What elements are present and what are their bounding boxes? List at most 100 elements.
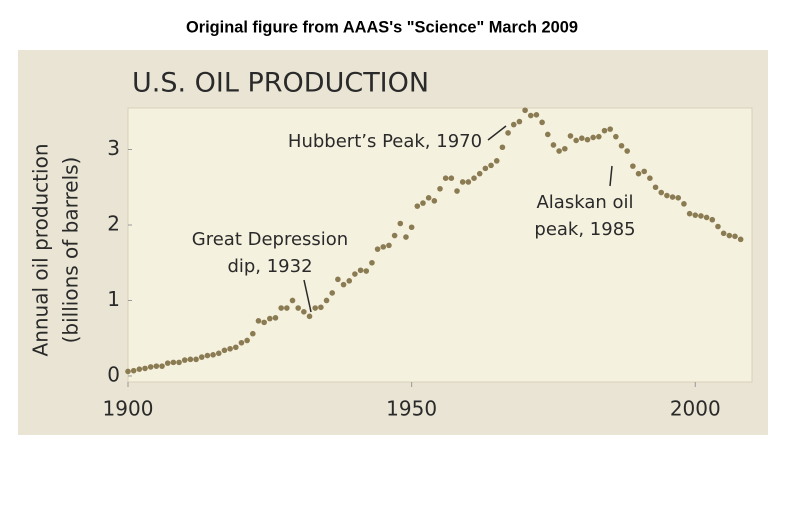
data-point bbox=[482, 165, 489, 172]
data-point bbox=[363, 268, 370, 274]
data-point bbox=[153, 363, 160, 369]
data-point bbox=[437, 185, 443, 192]
data-point bbox=[340, 281, 347, 288]
data-point bbox=[510, 121, 517, 128]
data-point bbox=[289, 297, 296, 304]
data-point bbox=[346, 278, 353, 284]
data-point bbox=[391, 232, 398, 239]
chart-title: U.S. OIL PRODUCTION bbox=[132, 68, 429, 99]
data-point bbox=[255, 318, 262, 324]
data-point bbox=[686, 210, 693, 217]
plot-area bbox=[127, 107, 753, 383]
data-point bbox=[669, 194, 676, 200]
data-point bbox=[408, 224, 415, 231]
data-point bbox=[448, 175, 455, 181]
data-point bbox=[204, 352, 211, 359]
data-point bbox=[556, 148, 562, 154]
data-point bbox=[306, 313, 313, 320]
data-point bbox=[284, 305, 290, 311]
annotation: Hubbert’s Peak, 1970 bbox=[288, 131, 482, 152]
data-point bbox=[544, 131, 551, 138]
data-point bbox=[737, 236, 744, 243]
y-label-line: (billions of barrels) bbox=[59, 157, 83, 344]
data-point bbox=[715, 223, 721, 230]
data-point bbox=[244, 337, 250, 344]
data-point bbox=[471, 175, 477, 181]
data-point bbox=[664, 192, 670, 199]
data-point bbox=[414, 203, 421, 209]
annotation-pointer bbox=[487, 125, 507, 141]
y-tick-label: 3 bbox=[107, 136, 120, 160]
data-point bbox=[159, 363, 165, 369]
data-point bbox=[630, 163, 636, 169]
caption: Original figure from AAAS's "Science" Ma… bbox=[186, 17, 578, 36]
data-point bbox=[232, 344, 239, 351]
data-point bbox=[607, 126, 613, 132]
data-point bbox=[295, 305, 301, 311]
data-point bbox=[618, 142, 625, 149]
data-point bbox=[176, 359, 182, 366]
data-point bbox=[709, 216, 716, 223]
data-point bbox=[164, 360, 171, 366]
data-point bbox=[329, 290, 336, 296]
data-point bbox=[403, 234, 409, 240]
data-point bbox=[198, 354, 205, 360]
data-point bbox=[692, 212, 699, 218]
data-point bbox=[493, 158, 500, 164]
data-point bbox=[130, 367, 137, 374]
annotation-pointer bbox=[303, 279, 312, 313]
data-point bbox=[187, 356, 194, 363]
data-point bbox=[369, 259, 375, 266]
data-point bbox=[698, 213, 704, 219]
data-point bbox=[397, 220, 404, 227]
data-point bbox=[584, 136, 591, 143]
data-point bbox=[267, 315, 273, 322]
data-point bbox=[499, 144, 506, 151]
data-point bbox=[579, 135, 585, 141]
data-point bbox=[147, 364, 154, 370]
data-point bbox=[533, 111, 540, 118]
data-point bbox=[596, 133, 602, 140]
data-point bbox=[465, 179, 472, 185]
data-point bbox=[386, 242, 392, 249]
data-point bbox=[272, 315, 279, 321]
data-point bbox=[352, 271, 358, 277]
data-point bbox=[720, 230, 727, 237]
data-point bbox=[567, 133, 574, 139]
data-point bbox=[425, 195, 432, 201]
annotation: dip, 1932 bbox=[227, 256, 312, 277]
data-point bbox=[170, 359, 177, 366]
data-point bbox=[227, 345, 233, 352]
x-tick-label: 2000 bbox=[670, 397, 721, 421]
data-point bbox=[601, 127, 608, 134]
data-point bbox=[505, 130, 511, 136]
data-point bbox=[181, 357, 188, 363]
data-point bbox=[635, 170, 642, 177]
data-point bbox=[420, 200, 426, 206]
data-point bbox=[590, 134, 596, 141]
data-point bbox=[193, 356, 199, 363]
data-point bbox=[125, 368, 131, 375]
data-point bbox=[675, 195, 682, 201]
data-point bbox=[221, 347, 228, 354]
data-point bbox=[550, 142, 557, 148]
data-point bbox=[335, 276, 341, 283]
data-point bbox=[136, 366, 143, 372]
data-point bbox=[647, 175, 653, 181]
y-tick-label: 0 bbox=[107, 362, 120, 386]
data-point bbox=[301, 309, 307, 315]
data-point bbox=[250, 330, 256, 337]
data-point bbox=[681, 201, 687, 207]
data-point bbox=[312, 305, 319, 311]
data-point bbox=[703, 214, 710, 221]
data-point bbox=[459, 179, 466, 185]
data-point bbox=[357, 267, 364, 274]
data-point bbox=[726, 232, 733, 239]
data-point bbox=[562, 145, 568, 152]
data-point bbox=[278, 305, 284, 311]
y-tick-label: 2 bbox=[107, 211, 120, 235]
data-point bbox=[573, 137, 579, 144]
data-point bbox=[658, 189, 665, 196]
annotation-pointer bbox=[609, 165, 613, 187]
